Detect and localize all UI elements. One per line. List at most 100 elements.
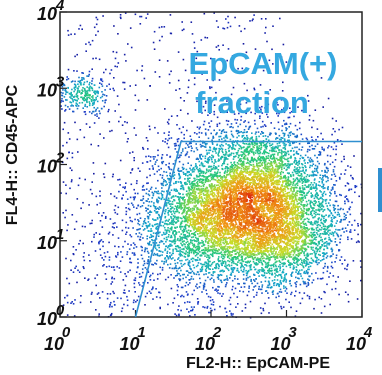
scatter-point — [86, 75, 88, 77]
scatter-point — [237, 125, 239, 128]
scatter-point — [154, 156, 156, 158]
scatter-point — [337, 204, 339, 207]
scatter-point — [227, 96, 229, 99]
scatter-point — [304, 196, 307, 198]
scatter-point — [307, 229, 309, 231]
scatter-point — [183, 208, 186, 210]
scatter-point — [320, 229, 322, 231]
scatter-point — [199, 277, 201, 280]
scatter-point — [317, 154, 320, 156]
scatter-point — [81, 79, 83, 81]
scatter-point — [298, 259, 300, 261]
scatter-point — [288, 126, 290, 128]
scatter-point — [222, 144, 224, 147]
scatter-point — [354, 191, 356, 194]
scatter-point — [261, 263, 264, 266]
scatter-point — [186, 258, 189, 261]
scatter-point — [117, 179, 119, 181]
scatter-point — [260, 133, 262, 135]
scatter-point — [227, 48, 230, 50]
scatter-point — [265, 144, 267, 146]
scatter-point — [295, 186, 297, 189]
scatter-point — [164, 233, 167, 235]
scatter-point — [71, 104, 73, 106]
scatter-point — [298, 253, 301, 256]
scatter-point — [106, 297, 109, 300]
scatter-point — [243, 143, 246, 145]
scatter-point — [242, 163, 244, 165]
scatter-point — [249, 260, 252, 263]
scatter-point — [268, 284, 271, 286]
scatter-point — [272, 256, 274, 258]
scatter-point — [288, 139, 290, 142]
scatter-point — [150, 230, 153, 232]
scatter-point — [167, 303, 169, 306]
scatter-point — [174, 236, 176, 239]
scatter-point — [186, 180, 189, 182]
scatter-point — [304, 165, 306, 167]
scatter-point — [206, 142, 208, 145]
scatter-point — [239, 254, 242, 256]
scatter-point — [152, 41, 155, 44]
scatter-point — [224, 263, 227, 265]
scatter-point — [168, 73, 171, 76]
scatter-point — [240, 154, 242, 156]
scatter-point — [176, 289, 179, 292]
scatter-point — [227, 15, 229, 18]
scatter-point — [288, 144, 291, 147]
scatter-point — [193, 273, 196, 275]
scatter-point — [199, 188, 201, 191]
scatter-point — [294, 262, 296, 264]
scatter-point — [323, 242, 325, 245]
scatter-point — [212, 175, 215, 178]
scatter-point — [181, 229, 184, 232]
scatter-point — [172, 195, 175, 197]
scatter-point — [191, 187, 193, 189]
scatter-point — [81, 225, 84, 228]
scatter-point — [132, 301, 135, 304]
scatter-point — [300, 193, 303, 196]
scatter-point — [322, 185, 324, 188]
scatter-point — [266, 168, 269, 171]
scatter-point — [305, 227, 308, 229]
scatter-point — [296, 259, 299, 262]
scatter-point — [88, 101, 91, 103]
scatter-point — [128, 248, 131, 250]
scatter-point — [207, 247, 210, 249]
scatter-point — [200, 181, 203, 184]
scatter-point — [141, 162, 144, 164]
scatter-point — [266, 272, 268, 274]
scatter-point — [232, 164, 235, 167]
scatter-point — [141, 69, 143, 72]
scatter-point — [225, 135, 228, 137]
scatter-point — [279, 172, 282, 174]
scatter-point — [211, 309, 213, 312]
scatter-point — [314, 215, 316, 218]
scatter-point — [177, 245, 180, 248]
scatter-point — [218, 150, 221, 152]
scatter-point — [275, 132, 277, 135]
scatter-point — [236, 151, 239, 154]
scatter-point — [212, 168, 214, 170]
scatter-point — [264, 135, 267, 137]
scatter-point — [206, 265, 208, 268]
scatter-point — [173, 182, 175, 185]
scatter-point — [251, 256, 254, 259]
scatter-point — [326, 252, 328, 254]
scatter-point — [175, 210, 177, 213]
scatter-point — [75, 220, 78, 223]
scatter-point — [254, 262, 256, 265]
scatter-point — [88, 83, 90, 86]
scatter-point — [226, 59, 228, 62]
scatter-point — [320, 178, 323, 180]
scatter-point — [208, 268, 210, 270]
scatter-point — [187, 244, 190, 247]
scatter-point — [84, 92, 87, 94]
scatter-point — [178, 198, 180, 201]
scatter-point — [310, 186, 313, 188]
scatter-point — [296, 128, 299, 131]
scatter-point — [317, 248, 320, 250]
scatter-point — [187, 255, 189, 258]
scatter-point — [212, 248, 214, 251]
scatter-point — [281, 159, 283, 162]
